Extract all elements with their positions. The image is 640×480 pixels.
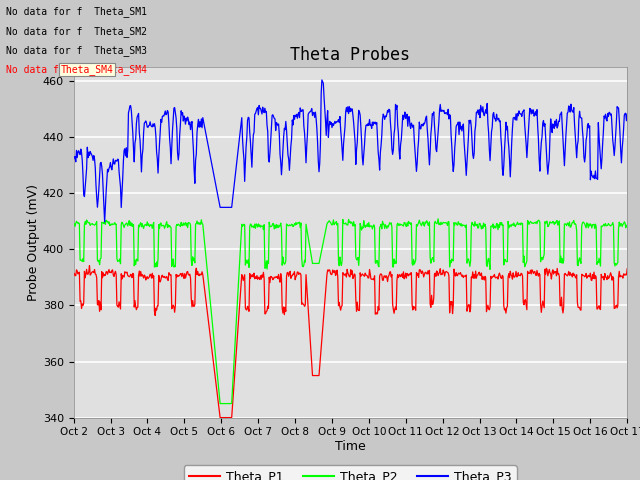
Title: Theta Probes: Theta Probes [291, 46, 410, 64]
Text: Theta_SM4: Theta_SM4 [61, 64, 114, 75]
Text: No data for f  Theta_SM2: No data for f Theta_SM2 [6, 25, 147, 36]
Text: No data for f  Theta_SM4: No data for f Theta_SM4 [6, 64, 147, 75]
Y-axis label: Probe Output (mV): Probe Output (mV) [27, 184, 40, 301]
Text: No data for f  Theta_SM1: No data for f Theta_SM1 [6, 6, 147, 17]
Text: No data for f  Theta_SM3: No data for f Theta_SM3 [6, 45, 147, 56]
Legend: Theta_P1, Theta_P2, Theta_P3: Theta_P1, Theta_P2, Theta_P3 [184, 466, 517, 480]
X-axis label: Time: Time [335, 440, 366, 453]
